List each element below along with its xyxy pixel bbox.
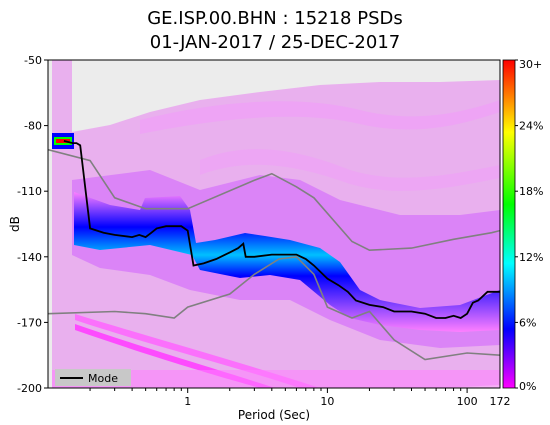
x-axis-ticks: 1 10 100 172 xyxy=(89,388,511,408)
colorbar-ticks: 0% 6% 12% 18% 24% 30+ xyxy=(515,58,543,393)
y-tick-label: -110 xyxy=(17,185,42,198)
colorbar-tick-label: 24% xyxy=(519,120,543,133)
high-noise-model-curve xyxy=(48,148,500,252)
chart-title-line2: 01-JAN-2017 / 25-DEC-2017 xyxy=(149,32,401,53)
x-tick-label: 172 xyxy=(490,395,511,408)
x-axis-label: Period (Sec) xyxy=(238,408,310,422)
colorbar xyxy=(502,59,516,389)
x-tick-label: 100 xyxy=(457,395,478,408)
y-tick-label: -140 xyxy=(17,251,42,264)
legend: Mode xyxy=(55,369,131,386)
chart-title-line1: GE.ISP.00.BHN : 15218 PSDs xyxy=(147,8,403,29)
legend-box xyxy=(55,369,131,386)
low-noise-model-curve xyxy=(48,255,500,361)
y-tick-label: -80 xyxy=(24,120,42,133)
legend-mode-label: Mode xyxy=(88,372,118,385)
y-axis-ticks: -50 -80 -110 -140 -170 -200 xyxy=(17,54,48,395)
x-tick-label: 1 xyxy=(184,395,191,408)
colorbar-tick-label: 6% xyxy=(519,316,536,329)
y-tick-label: -170 xyxy=(17,316,42,329)
y-tick-label: -50 xyxy=(24,54,42,67)
colorbar-tick-label: 0% xyxy=(519,380,536,393)
y-tick-label: -200 xyxy=(17,382,42,395)
mode-line xyxy=(63,140,500,319)
y-axis-label: dB xyxy=(8,216,22,232)
x-tick-label: 10 xyxy=(320,395,334,408)
plot-frame xyxy=(47,59,501,389)
colorbar-tick-label: 18% xyxy=(519,185,543,198)
colorbar-tick-label: 12% xyxy=(519,251,543,264)
colorbar-tick-label: 30+ xyxy=(519,58,542,71)
